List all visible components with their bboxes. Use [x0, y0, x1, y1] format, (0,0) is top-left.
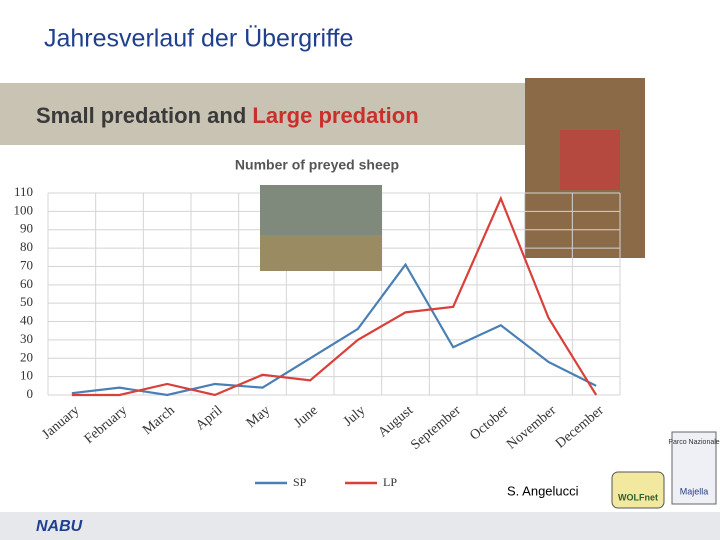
y-tick-label: 50	[20, 294, 33, 309]
y-tick-label: 90	[20, 221, 33, 236]
banner-text: Small predation and Large predation	[36, 103, 419, 128]
y-tick-label: 80	[20, 239, 33, 254]
x-tick-label: September	[408, 403, 464, 453]
x-tick-label: June	[291, 403, 320, 431]
banner	[0, 83, 525, 145]
x-tick-label: July	[341, 403, 369, 429]
y-tick-label: 70	[20, 257, 33, 272]
credit: S. Angelucci	[507, 483, 579, 498]
y-tick-label: 10	[20, 368, 33, 383]
photo-detail	[560, 130, 620, 190]
legend-label: SP	[293, 475, 307, 489]
logo	[611, 471, 665, 509]
photo-detail	[260, 235, 382, 271]
y-tick-label: 110	[14, 184, 33, 199]
x-tick-label: March	[140, 403, 178, 438]
y-tick-label: 100	[14, 202, 34, 217]
footer-bar	[0, 512, 720, 540]
y-tick-label: 0	[27, 386, 34, 401]
logo	[671, 431, 717, 505]
y-tick-label: 20	[20, 349, 33, 364]
legend-label: LP	[383, 475, 397, 489]
chart-title: Number of preyed sheep	[235, 157, 399, 173]
y-tick-label: 40	[20, 313, 33, 328]
x-tick-label: May	[244, 403, 273, 431]
y-tick-label: 60	[20, 276, 33, 291]
x-tick-label: December	[553, 403, 607, 452]
series-line	[71, 262, 597, 397]
footer-logo: NABU	[36, 518, 83, 535]
slide-title: Jahresverlauf der Übergriffe	[44, 25, 353, 53]
x-tick-label: February	[82, 403, 130, 447]
x-tick-label: January	[39, 403, 82, 442]
x-tick-label: October	[467, 403, 511, 444]
logo-text: Majella	[680, 486, 709, 496]
logo-text: Parco Nazionale	[668, 439, 719, 446]
x-tick-label: April	[193, 403, 225, 434]
logo-text: WOLFnet	[618, 492, 658, 502]
y-tick-label: 30	[20, 331, 33, 346]
x-tick-label: August	[376, 403, 417, 441]
x-tick-label: November	[504, 403, 559, 453]
series-line	[71, 195, 598, 397]
